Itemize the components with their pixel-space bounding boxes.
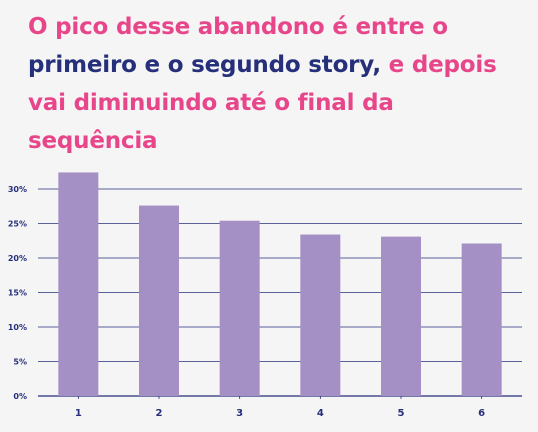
y-tick-label: 5% [13, 358, 27, 367]
bar [58, 172, 99, 396]
headline-part-2: primeiro e o segundo story, [28, 52, 381, 78]
x-tick-label: 4 [317, 408, 324, 419]
bar [139, 205, 179, 396]
x-tick-label: 5 [398, 408, 405, 419]
bar-chart: 0% 5% 10% 15% 20% 25% 30% 1 2 3 4 5 6 [8, 172, 522, 419]
x-tick-label: 6 [478, 408, 485, 419]
x-tick-label: 1 [75, 408, 82, 419]
y-tick-label: 10% [8, 323, 27, 332]
y-tick-label: 20% [8, 254, 27, 263]
bars [58, 172, 502, 396]
bar [300, 234, 341, 396]
y-tick-label: 30% [8, 185, 27, 194]
axis: 0% 5% 10% 15% 20% 25% 30% 1 2 3 4 5 6 [8, 185, 485, 419]
x-tick-label: 2 [156, 408, 163, 419]
bar [461, 243, 502, 396]
gridlines [38, 188, 522, 397]
headline: O pico desse abandono é entre o primeiro… [28, 8, 528, 160]
headline-part-3: e depois vai diminuindo até o final da s… [28, 52, 497, 154]
y-tick-label: 25% [8, 220, 27, 229]
y-tick-label: 15% [8, 289, 27, 298]
bar [381, 236, 421, 396]
x-tick-label: 3 [236, 408, 243, 419]
y-tick-label: 0% [13, 392, 27, 401]
headline-part-1: O pico desse abandono é entre o [28, 14, 448, 40]
bar [219, 220, 260, 396]
